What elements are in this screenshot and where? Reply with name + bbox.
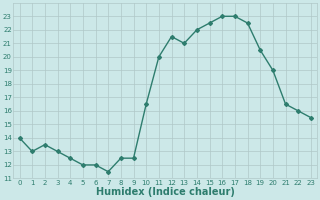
X-axis label: Humidex (Indice chaleur): Humidex (Indice chaleur)	[96, 187, 235, 197]
